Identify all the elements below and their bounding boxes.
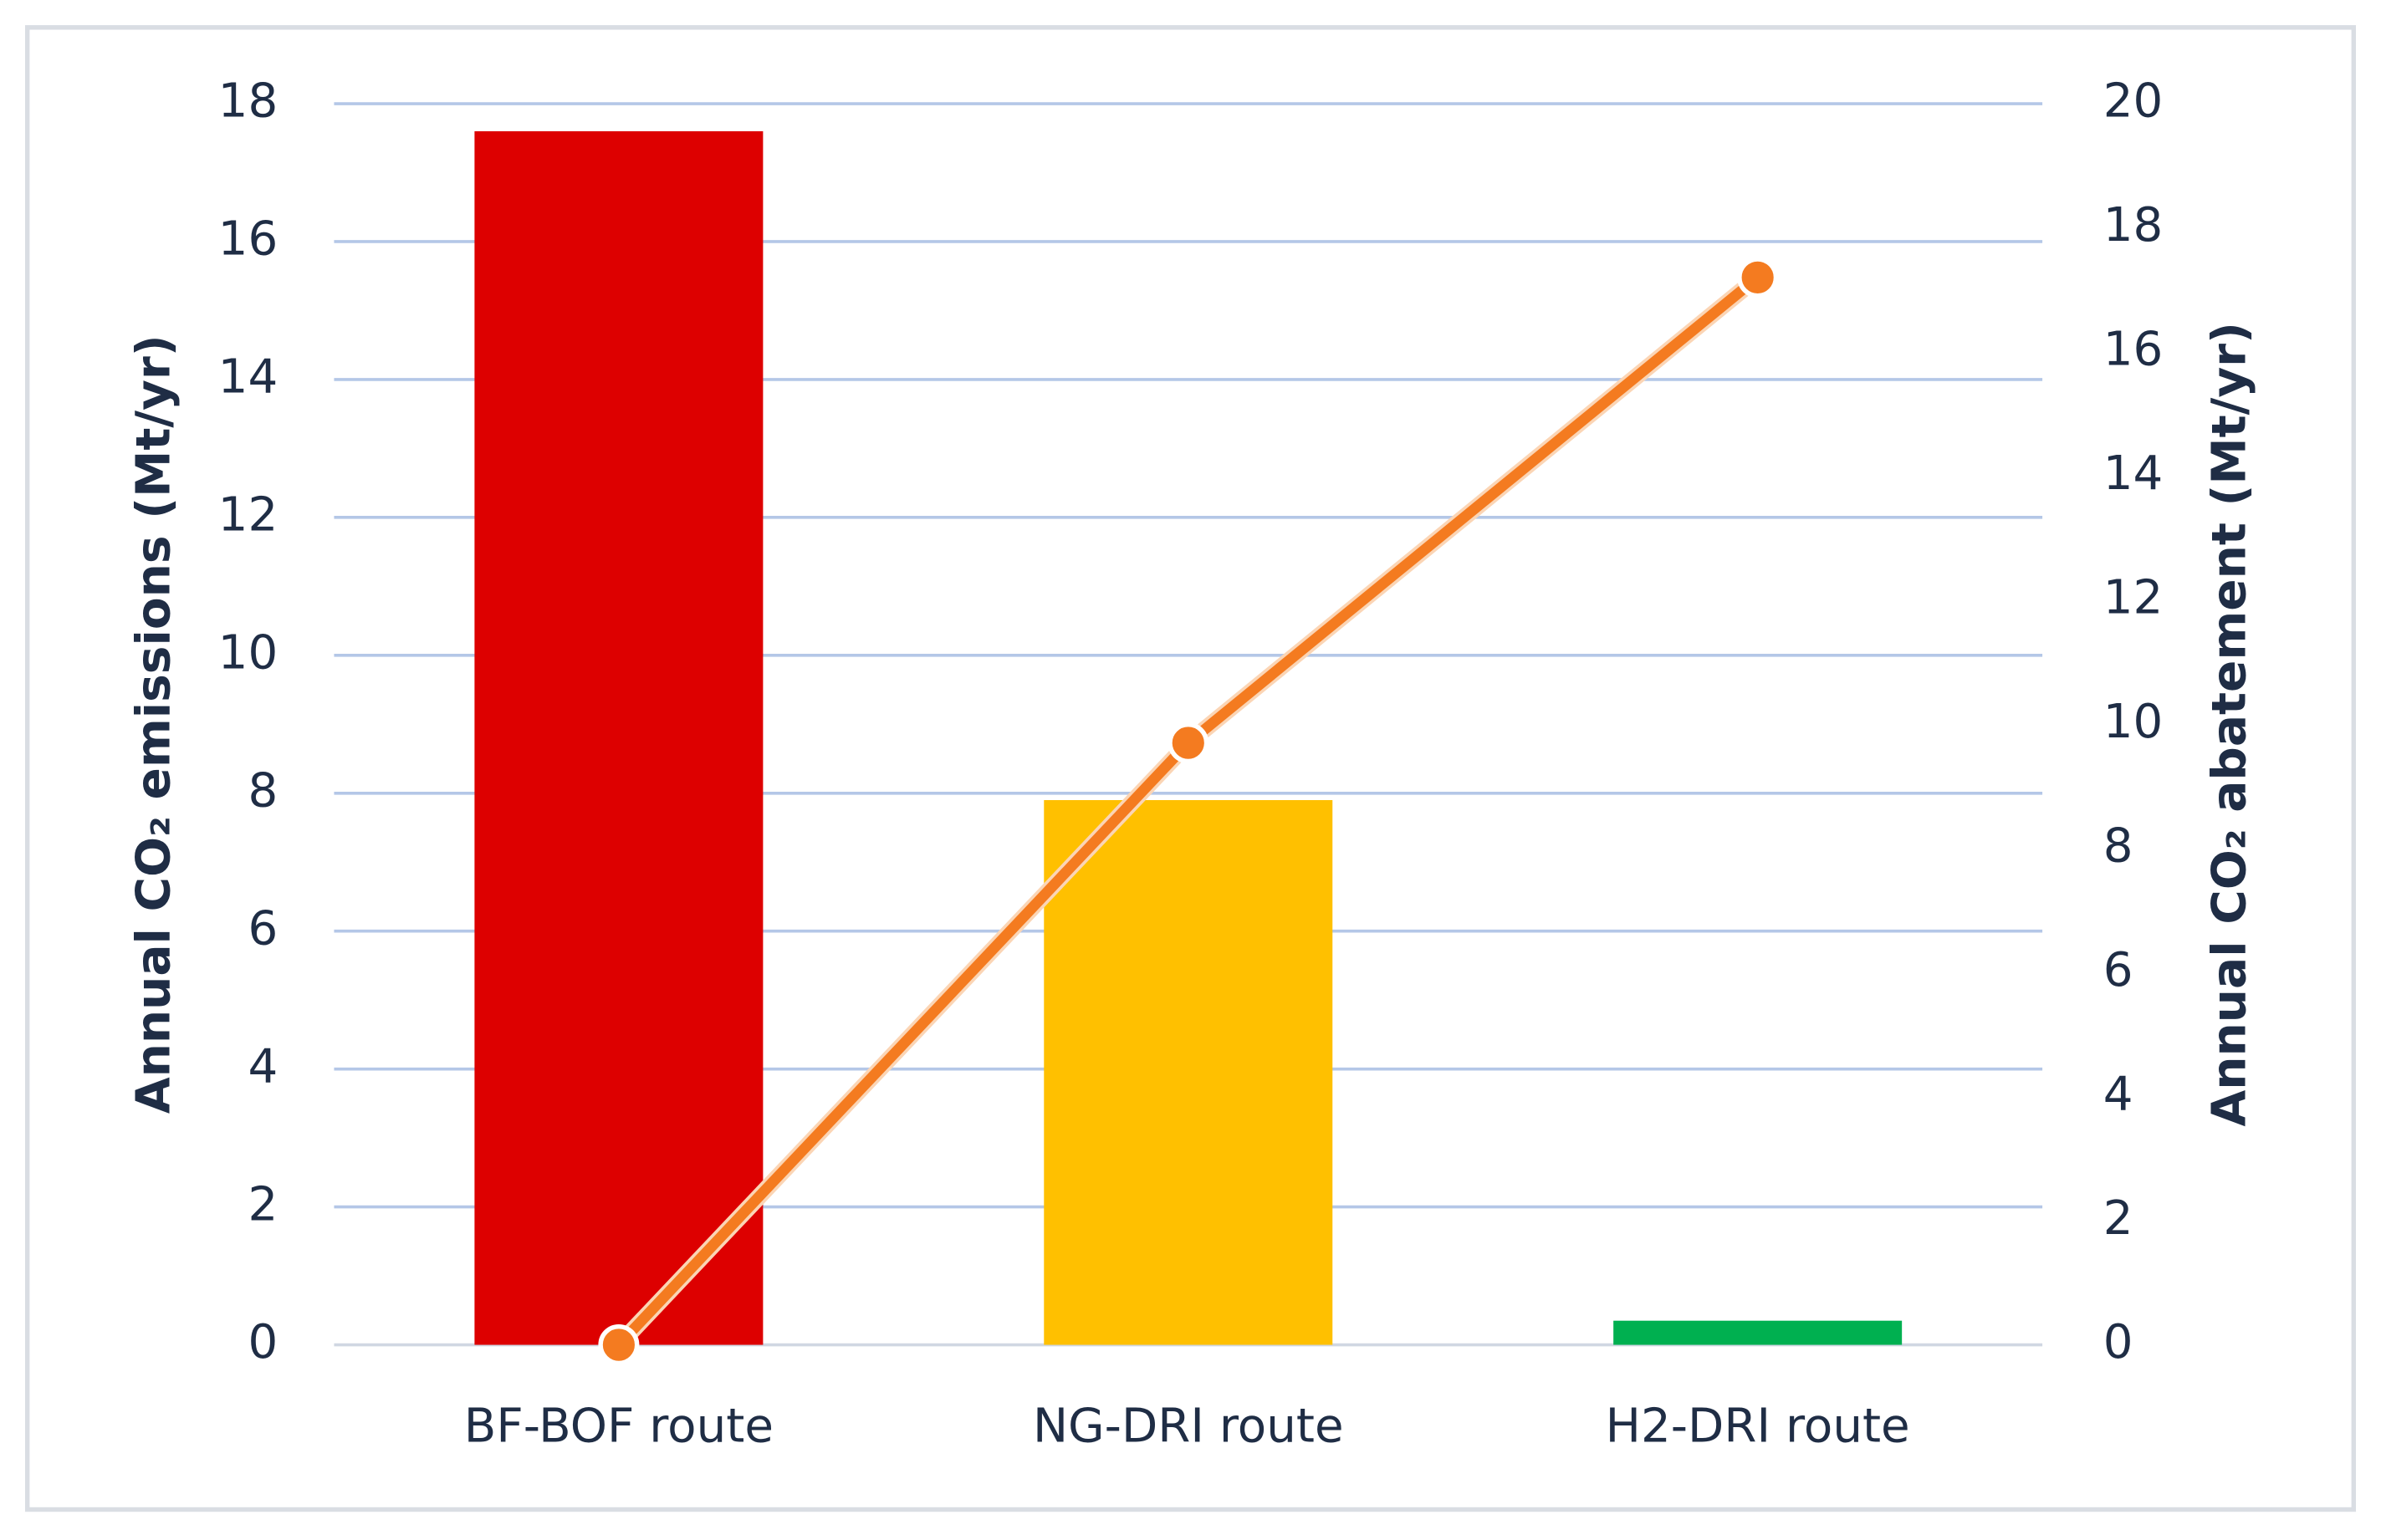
y-tick-label: 8 — [248, 763, 278, 818]
y2-tick-label: 4 — [2103, 1067, 2133, 1121]
y-tick-label: 4 — [248, 1039, 278, 1094]
line-marker — [1168, 722, 1209, 764]
bar — [474, 131, 764, 1345]
x-tick-label: H2-DRI route — [1606, 1399, 1910, 1453]
y-tick-label: 12 — [218, 487, 278, 542]
y2-tick-label: 0 — [2103, 1315, 2133, 1369]
y-tick-label: 6 — [248, 901, 278, 956]
y2-tick-label: 6 — [2103, 943, 2133, 997]
y-tick-label: 2 — [248, 1177, 278, 1231]
y-axis-title: Annual CO₂ emissions (Mt/yr) — [127, 334, 181, 1114]
y-tick-label: 18 — [218, 74, 278, 129]
y-tick-label: 0 — [248, 1315, 278, 1369]
y2-tick-label: 10 — [2103, 695, 2164, 749]
y2-axis-title: Annual CO₂ abatement (Mt/yr) — [2203, 322, 2257, 1126]
x-tick-label: BF-BOF route — [464, 1399, 774, 1453]
y-tick-label: 14 — [218, 349, 278, 404]
y-tick-label: 10 — [218, 625, 278, 680]
y2-tick-label: 2 — [2103, 1191, 2133, 1246]
line-marker — [1737, 257, 1779, 298]
y-tick-label: 16 — [218, 212, 278, 267]
bar — [1044, 800, 1333, 1345]
y2-tick-label: 20 — [2103, 74, 2164, 129]
y2-tick-label: 12 — [2103, 570, 2164, 625]
y2-tick-label: 18 — [2103, 198, 2164, 252]
y2-tick-label: 14 — [2103, 446, 2164, 501]
bar — [1613, 1320, 1903, 1345]
y2-tick-label: 16 — [2103, 322, 2164, 376]
y2-tick-label: 8 — [2103, 818, 2133, 873]
line-marker — [598, 1323, 640, 1366]
x-tick-label: NG-DRI route — [1033, 1399, 1344, 1453]
